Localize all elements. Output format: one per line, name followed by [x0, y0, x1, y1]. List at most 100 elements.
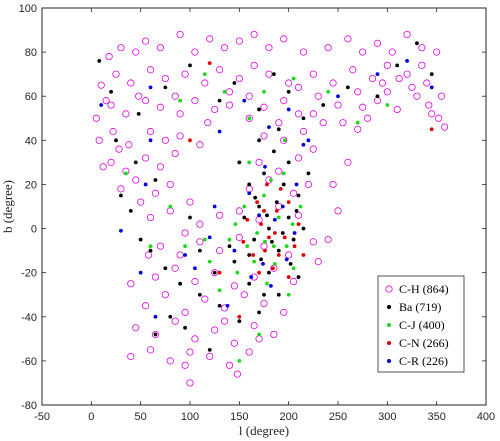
data-point: [324, 44, 332, 52]
data-point: [222, 89, 227, 94]
data-point: [171, 92, 179, 100]
data-point: [257, 310, 261, 315]
data-point: [276, 292, 281, 297]
data-point: [220, 304, 229, 312]
data-point: [171, 264, 179, 272]
ticks-layer: -50 0 50 100 150 200 250 300 350 400 -80 -60 -40 -20 0…: [19, 3, 496, 423]
data-point: [142, 154, 150, 162]
data-point: [148, 85, 153, 90]
data-point: [272, 261, 277, 266]
data-point: [127, 280, 135, 288]
data-point: [261, 261, 265, 266]
data-point: [181, 70, 189, 78]
data-point: [278, 186, 283, 191]
data-point: [161, 291, 169, 299]
data-point: [291, 76, 296, 81]
data-point: [270, 266, 275, 271]
data-point: [306, 171, 311, 176]
data-point: [207, 347, 212, 352]
data-point: [242, 215, 247, 220]
data-point: [122, 110, 130, 118]
data-point: [151, 330, 160, 339]
data-point: [115, 145, 123, 153]
data-point: [216, 247, 224, 255]
data-point: [211, 105, 219, 114]
data-point: [146, 66, 155, 74]
data-point: [309, 238, 317, 246]
data-point: [186, 198, 194, 206]
data-point: [378, 79, 386, 87]
data-point: [225, 361, 234, 369]
data-point: [354, 88, 362, 96]
data-point: [289, 189, 298, 197]
data-point: [373, 39, 382, 47]
data-point: [354, 125, 362, 133]
data-point: [267, 235, 271, 240]
data-point: [265, 213, 269, 218]
data-point: [301, 253, 306, 257]
data-point: [237, 314, 242, 319]
data-point: [181, 308, 189, 316]
data-point: [259, 257, 263, 262]
data-point: [207, 259, 212, 264]
data-point: [146, 346, 155, 354]
data-point: [156, 242, 164, 250]
data-point: [99, 103, 104, 107]
data-point: [299, 127, 308, 136]
data-point: [260, 299, 268, 308]
data-point: [128, 209, 133, 213]
data-point: [286, 107, 291, 112]
legend-label: C-R (226): [399, 354, 448, 368]
data-point: [265, 44, 273, 52]
data-point: [285, 251, 293, 259]
data-point: [97, 59, 102, 63]
legend-item: C-H (864): [385, 282, 449, 296]
legend-label: C-N (266): [399, 336, 449, 350]
data-point: [298, 204, 303, 209]
data-point: [290, 222, 295, 227]
data-point: [252, 237, 257, 242]
data-point: [97, 81, 105, 89]
data-point: [339, 119, 347, 127]
data-point: [207, 235, 212, 240]
data-point: [247, 253, 252, 257]
data-point: [132, 176, 140, 184]
data-point: [263, 239, 267, 244]
series-3: [188, 61, 434, 319]
data-point: [301, 226, 306, 231]
data-point: [135, 92, 143, 100]
data-point: [314, 258, 322, 266]
data-point: [280, 35, 288, 43]
legend-item: C-N (266): [387, 336, 449, 350]
legend-label: C-J (400): [399, 318, 445, 332]
data-point: [107, 101, 115, 109]
legend-marker: [385, 285, 393, 293]
y-tick-label: -40: [21, 312, 37, 324]
data-point: [257, 213, 261, 218]
data-point: [117, 185, 125, 193]
data-point: [294, 110, 303, 118]
legend-label: C-H (864): [399, 282, 449, 296]
data-point: [119, 228, 123, 233]
data-point: [245, 185, 253, 193]
legend-box: [377, 275, 465, 373]
data-point: [280, 231, 285, 235]
data-point: [301, 142, 306, 147]
legend-item: C-J (400): [387, 318, 445, 332]
data-point: [178, 281, 183, 286]
data-point: [235, 207, 243, 215]
data-point: [133, 160, 138, 165]
data-point: [292, 231, 297, 235]
data-point: [271, 244, 276, 249]
data-point: [127, 79, 135, 87]
data-point: [191, 277, 199, 286]
data-point: [276, 253, 281, 257]
x-axis-title: l (degree): [239, 423, 289, 438]
data-point: [373, 97, 382, 105]
y-tick-label: 20: [25, 179, 37, 191]
data-point: [359, 48, 367, 56]
data-point: [193, 266, 197, 271]
data-point: [227, 244, 232, 249]
data-point: [217, 270, 222, 275]
